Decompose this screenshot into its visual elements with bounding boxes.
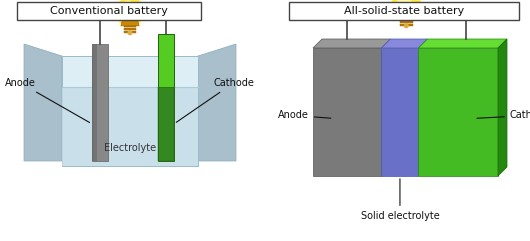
Bar bbox=[62, 56, 198, 166]
Circle shape bbox=[116, 0, 144, 26]
Text: Anode: Anode bbox=[5, 78, 90, 122]
Bar bbox=[62, 87, 198, 166]
Bar bbox=[158, 87, 174, 161]
FancyBboxPatch shape bbox=[17, 2, 201, 20]
Polygon shape bbox=[498, 39, 507, 176]
Bar bbox=[419, 48, 498, 176]
Circle shape bbox=[121, 1, 134, 14]
FancyBboxPatch shape bbox=[289, 2, 519, 20]
Polygon shape bbox=[397, 11, 416, 19]
Circle shape bbox=[404, 24, 408, 28]
Text: Conventional battery: Conventional battery bbox=[50, 6, 168, 16]
Circle shape bbox=[128, 31, 132, 35]
Text: Cathode: Cathode bbox=[176, 78, 254, 122]
Bar bbox=[158, 34, 174, 161]
Text: Cathode: Cathode bbox=[477, 110, 530, 120]
Bar bbox=[123, 31, 136, 33]
Bar bbox=[158, 34, 174, 87]
Bar bbox=[400, 21, 412, 23]
Circle shape bbox=[112, 0, 148, 30]
Circle shape bbox=[398, 0, 411, 7]
Bar bbox=[123, 26, 136, 27]
Polygon shape bbox=[313, 39, 391, 48]
Bar bbox=[92, 44, 108, 161]
Text: Electrolyte: Electrolyte bbox=[104, 143, 156, 153]
Polygon shape bbox=[198, 44, 236, 161]
Bar bbox=[400, 19, 412, 20]
Polygon shape bbox=[24, 44, 62, 161]
Polygon shape bbox=[382, 39, 428, 48]
Text: Solid electrolyte: Solid electrolyte bbox=[360, 179, 439, 221]
Bar bbox=[92, 44, 97, 161]
Bar bbox=[123, 28, 136, 30]
Text: Anode: Anode bbox=[278, 110, 331, 120]
Bar bbox=[400, 24, 412, 26]
Circle shape bbox=[388, 0, 425, 23]
Polygon shape bbox=[121, 18, 139, 26]
Polygon shape bbox=[419, 39, 507, 48]
Bar bbox=[313, 48, 382, 176]
Bar bbox=[382, 48, 419, 176]
Circle shape bbox=[392, 0, 420, 19]
Text: All-solid-state battery: All-solid-state battery bbox=[344, 6, 464, 16]
